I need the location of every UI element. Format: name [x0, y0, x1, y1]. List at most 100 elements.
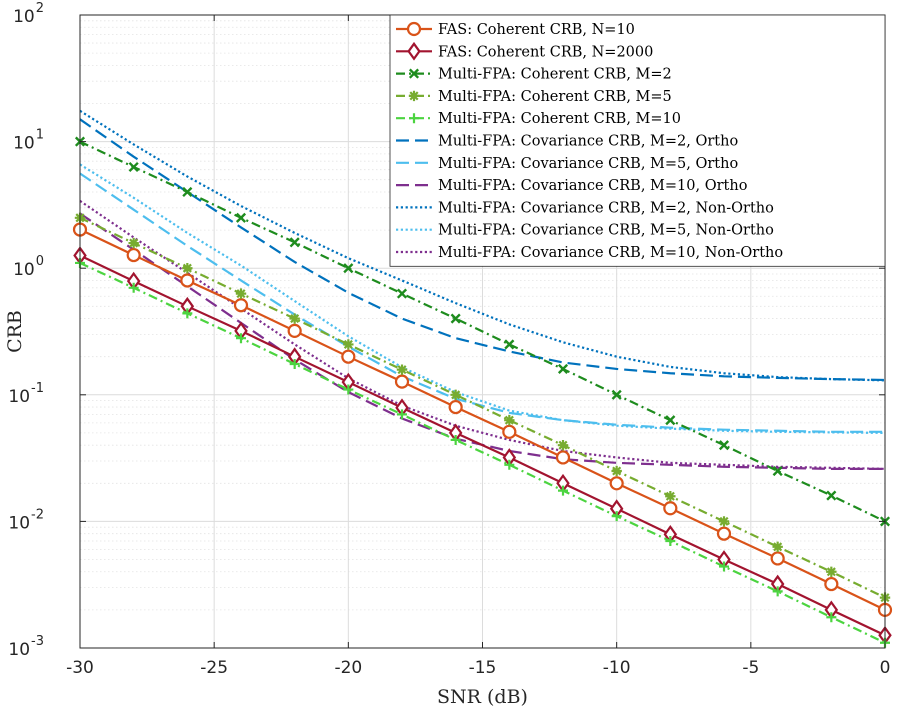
- plus-marker: [289, 359, 300, 370]
- series-line: [79, 216, 886, 599]
- x-tick-label: -25: [200, 658, 228, 678]
- star-marker: [128, 237, 139, 249]
- legend-entry: Multi-FPA: Covariance CRB, M=2, Ortho: [396, 134, 738, 150]
- series-6: [79, 172, 885, 433]
- circle-marker: [555, 450, 571, 465]
- x-marker: [772, 465, 783, 477]
- legend-label: Multi-FPA: Coherent CRB, M=2: [438, 67, 672, 83]
- legend-entry: Multi-FPA: Covariance CRB, M=10, Non-Ort…: [396, 245, 783, 261]
- series-line: [79, 228, 886, 611]
- x-axis-label: SNR (dB): [437, 686, 528, 708]
- plus-marker: [719, 561, 729, 572]
- star-marker: [289, 313, 300, 324]
- x-marker: [343, 263, 354, 274]
- circle-marker: [126, 247, 141, 263]
- star-marker: [718, 516, 730, 527]
- x-tick-label: -10: [603, 658, 631, 678]
- legend-label: Multi-FPA: Covariance CRB, M=10, Non-Ort…: [438, 245, 783, 261]
- x-marker: [450, 313, 461, 324]
- plus-marker: [450, 434, 461, 445]
- legend-entry: FAS: Coherent CRB, N=10: [396, 21, 635, 38]
- plus-marker: [558, 485, 568, 496]
- circle-marker: [180, 273, 195, 288]
- plot-area: [72, 109, 893, 648]
- star-marker: [772, 541, 783, 553]
- y-tick-exponent: -1: [31, 381, 44, 396]
- x-marker: [665, 415, 676, 426]
- circle-marker: [233, 298, 249, 313]
- circle-marker: [716, 526, 732, 541]
- star-marker: [557, 439, 569, 451]
- x-marker: [557, 363, 569, 375]
- star-marker: [343, 339, 354, 350]
- series-line: [79, 254, 886, 637]
- x-tick-label: -15: [469, 658, 497, 678]
- plus-marker: [182, 308, 193, 319]
- diamond-marker: [407, 41, 421, 61]
- y-axis-label: CRB: [4, 310, 26, 353]
- circle-marker: [287, 323, 302, 338]
- plus-marker: [409, 113, 419, 124]
- x-tick-label: 0: [880, 658, 891, 678]
- circle-marker: [406, 21, 422, 37]
- series-10: [79, 200, 886, 470]
- star-marker: [504, 415, 515, 426]
- x-tick-label: -30: [66, 658, 94, 678]
- legend-entry: Multi-FPA: Coherent CRB, M=5: [396, 89, 672, 105]
- y-tick-exponent: 0: [36, 254, 44, 269]
- series-line: [79, 172, 885, 433]
- circle-marker: [609, 476, 624, 491]
- series-0: [72, 222, 893, 617]
- plus-marker: [236, 333, 246, 344]
- legend-label: Multi-FPA: Coherent CRB, M=10: [438, 111, 681, 127]
- plus-marker: [397, 409, 407, 420]
- plus-marker: [772, 586, 783, 597]
- legend-entry: Multi-FPA: Coherent CRB, M=2: [396, 67, 672, 83]
- star-marker: [665, 491, 676, 502]
- x-tick-label: -20: [334, 658, 362, 678]
- x-marker: [504, 339, 515, 350]
- legend-label: Multi-FPA: Coherent CRB, M=5: [438, 89, 672, 105]
- legend-box: [389, 14, 886, 267]
- legend-entry: Multi-FPA: Covariance CRB, M=2, Non-Orth…: [396, 200, 774, 216]
- legend-label: FAS: Coherent CRB, N=10: [438, 22, 635, 38]
- circle-marker: [770, 551, 785, 566]
- y-tick-exponent: 2: [36, 1, 44, 16]
- x-marker: [611, 389, 622, 400]
- legend-entry: Multi-FPA: Coherent CRB, M=10: [396, 111, 681, 127]
- legend-entry: Multi-FPA: Covariance CRB, M=5, Ortho: [396, 156, 738, 172]
- plus-marker: [343, 384, 354, 395]
- series-line: [79, 200, 886, 470]
- x-marker: [718, 440, 730, 451]
- series-line: [79, 118, 886, 382]
- x-marker: [408, 68, 420, 79]
- series-9: [79, 163, 886, 435]
- y-tick-exponent: -3: [31, 634, 44, 649]
- circle-marker: [502, 424, 517, 439]
- series-line: [79, 163, 886, 435]
- circle-marker: [663, 501, 678, 516]
- y-tick-exponent: 1: [36, 128, 44, 143]
- star-marker: [408, 90, 420, 102]
- circle-marker: [824, 576, 839, 592]
- plus-marker: [504, 459, 515, 470]
- circle-marker: [448, 399, 463, 415]
- plus-marker: [826, 612, 837, 623]
- x-marker: [128, 161, 139, 173]
- legend-entry: FAS: Coherent CRB, N=2000: [396, 41, 653, 61]
- legend-label: Multi-FPA: Covariance CRB, M=5, Ortho: [438, 156, 738, 172]
- x-marker: [235, 212, 247, 223]
- star-marker: [826, 566, 837, 577]
- plus-marker: [611, 511, 622, 522]
- star-marker: [235, 288, 247, 299]
- legend: FAS: Coherent CRB, N=10 FAS: Coherent CRB…: [389, 14, 886, 267]
- series-line: [79, 261, 886, 644]
- series-5: [79, 118, 886, 382]
- legend-label: Multi-FPA: Covariance CRB, M=10, Ortho: [438, 178, 747, 194]
- plus-marker: [665, 536, 676, 547]
- series-line: [79, 109, 886, 382]
- legend-label: Multi-FPA: Covariance CRB, M=5, Non-Orth…: [438, 223, 774, 239]
- x-marker: [289, 237, 300, 248]
